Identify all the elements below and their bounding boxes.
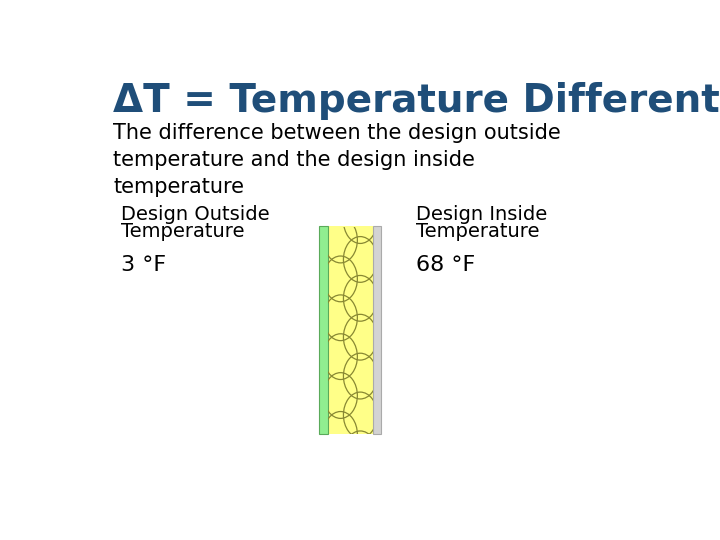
Text: Temperature: Temperature	[121, 222, 245, 241]
Text: Design Inside: Design Inside	[415, 205, 546, 224]
Text: Temperature: Temperature	[415, 222, 539, 241]
Bar	[373, 226, 381, 434]
Text: Design Outside: Design Outside	[121, 205, 269, 224]
Text: 68 °F: 68 °F	[415, 255, 474, 275]
Bar	[319, 226, 328, 434]
Bar	[328, 226, 373, 434]
Text: 3 °F: 3 °F	[121, 255, 166, 275]
Text: ΔT = Temperature Differential: ΔT = Temperature Differential	[113, 82, 720, 120]
Text: The difference between the design outside
temperature and the design inside
temp: The difference between the design outsid…	[113, 123, 561, 197]
